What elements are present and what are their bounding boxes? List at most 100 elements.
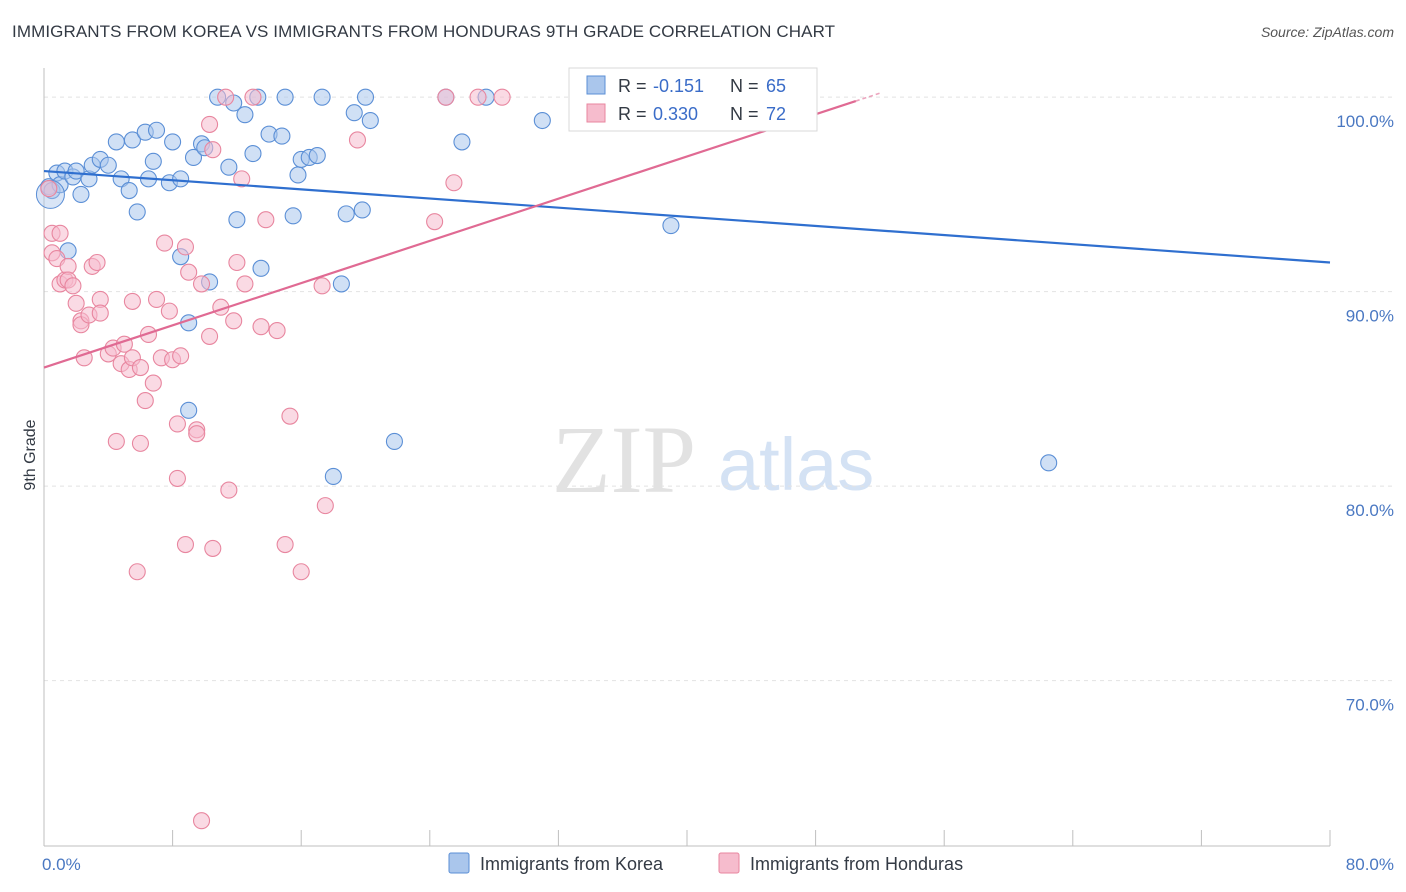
korea-point-64 xyxy=(180,401,198,419)
honduras-point-58 xyxy=(236,275,254,293)
korea-point-20 xyxy=(144,152,162,170)
korea-point-36 xyxy=(244,145,262,163)
honduras-point-38 xyxy=(168,415,186,433)
korea-point-40 xyxy=(273,127,291,145)
honduras-point-69 xyxy=(426,213,444,231)
korea-point-54 xyxy=(361,111,379,130)
honduras-point-9 xyxy=(64,277,82,295)
honduras-point-10 xyxy=(67,294,85,312)
korea-point-53 xyxy=(356,88,375,106)
honduras-point-50 xyxy=(204,141,222,159)
bottom-legend-swatch-korea xyxy=(448,852,470,874)
legend-n-value-korea: 65 xyxy=(766,76,786,96)
korea-point-57 xyxy=(453,133,471,151)
honduras-point-30 xyxy=(136,392,154,410)
honduras-point-59 xyxy=(244,88,262,106)
honduras-point-62 xyxy=(268,322,286,340)
source-label: Source: ZipAtlas.com xyxy=(1260,24,1394,40)
honduras-point-42 xyxy=(176,535,195,554)
honduras-point-21 xyxy=(107,432,125,450)
series-legend: Immigrants from Korea Immigrants from Ho… xyxy=(448,852,963,874)
korea-point-16 xyxy=(123,131,141,149)
korea-point-14 xyxy=(112,170,130,188)
korea-point-15 xyxy=(120,181,138,200)
bottom-legend-label-korea: Immigrants from Korea xyxy=(480,854,664,874)
honduras-point-46 xyxy=(192,275,211,293)
honduras-point-72 xyxy=(469,88,487,106)
korea-point-35 xyxy=(236,106,254,124)
honduras-point-60 xyxy=(252,318,270,336)
korea-point-13 xyxy=(107,133,125,151)
trend-lines xyxy=(43,91,1331,369)
korea-point-21 xyxy=(147,121,166,139)
y-tick-label-3: 70.0% xyxy=(1346,696,1394,715)
honduras-point-67 xyxy=(316,497,334,515)
honduras-point-51 xyxy=(204,539,222,557)
honduras-point-47 xyxy=(192,812,211,830)
legend-n-value-honduras: 72 xyxy=(766,104,786,124)
honduras-point-61 xyxy=(257,211,275,229)
honduras-point-36 xyxy=(160,302,178,320)
correlation-legend: R = -0.151 N = 65 R = 0.330 N = 72 xyxy=(568,67,818,132)
honduras-point-32 xyxy=(144,374,162,392)
korea-point-47 xyxy=(313,88,331,106)
korea-point-63 xyxy=(1040,454,1058,472)
honduras-point-73 xyxy=(493,88,511,106)
honduras-point-64 xyxy=(281,407,299,425)
honduras-point-54 xyxy=(220,481,238,499)
legend-swatch-honduras xyxy=(586,103,606,123)
korea-point-38 xyxy=(252,259,270,277)
korea-point-34 xyxy=(228,211,246,229)
honduras-point-28 xyxy=(131,434,149,452)
legend-n-label-korea: N = xyxy=(730,76,759,96)
legend-r-value-honduras: 0.330 xyxy=(653,104,698,124)
korea-point-23 xyxy=(164,133,182,151)
honduras-point-55 xyxy=(225,312,243,330)
legend-swatch-korea xyxy=(586,75,606,95)
y-axis-label: 9th Grade xyxy=(22,419,39,490)
honduras-point-26 xyxy=(123,292,141,310)
honduras-point-18 xyxy=(91,304,109,322)
honduras-point-31 xyxy=(139,325,158,344)
x-tick-label-max: 80.0% xyxy=(1346,855,1394,874)
watermark-zip: ZIP xyxy=(552,406,696,513)
korea-points xyxy=(35,88,1058,486)
honduras-point-49 xyxy=(201,327,219,345)
korea-point-52 xyxy=(353,201,371,219)
honduras-point-56 xyxy=(228,253,246,272)
honduras-point-40 xyxy=(172,347,190,365)
honduras-point-35 xyxy=(156,234,174,252)
korea-point-42 xyxy=(284,207,302,225)
honduras-point-53 xyxy=(217,88,235,106)
legend-r-label-honduras: R = xyxy=(618,104,647,124)
honduras-point-43 xyxy=(180,263,198,281)
korea-point-43 xyxy=(289,166,307,184)
honduras-points xyxy=(40,88,511,830)
korea-point-41 xyxy=(276,88,294,106)
bottom-legend-swatch-honduras xyxy=(718,852,740,874)
y-tick-label-2: 80.0% xyxy=(1346,501,1394,520)
honduras-point-45 xyxy=(188,425,206,443)
watermark: ZIP atlas xyxy=(552,406,874,513)
honduras-point-16 xyxy=(88,253,106,272)
korea-point-59 xyxy=(533,111,551,130)
korea-point-49 xyxy=(332,275,350,293)
y-tick-labels: 100.0% 90.0% 80.0% 70.0% xyxy=(1336,112,1394,715)
korea-point-8 xyxy=(72,185,90,203)
honduras-point-68 xyxy=(348,131,367,149)
y-tick-label-0: 100.0% xyxy=(1336,112,1394,131)
honduras-point-29 xyxy=(131,358,149,377)
korea-point-27 xyxy=(184,148,203,167)
honduras-point-48 xyxy=(201,115,219,133)
honduras-point-0 xyxy=(40,180,58,198)
x-tick-label-min: 0.0% xyxy=(42,855,81,874)
y-tick-label-1: 90.0% xyxy=(1346,307,1394,326)
korea-trend-line xyxy=(43,169,1331,264)
korea-point-7 xyxy=(67,162,85,180)
legend-r-value-korea: -0.151 xyxy=(653,76,704,96)
korea-point-51 xyxy=(345,104,363,122)
honduras-point-63 xyxy=(276,535,294,554)
korea-point-17 xyxy=(128,203,146,221)
honduras-point-71 xyxy=(445,174,463,192)
